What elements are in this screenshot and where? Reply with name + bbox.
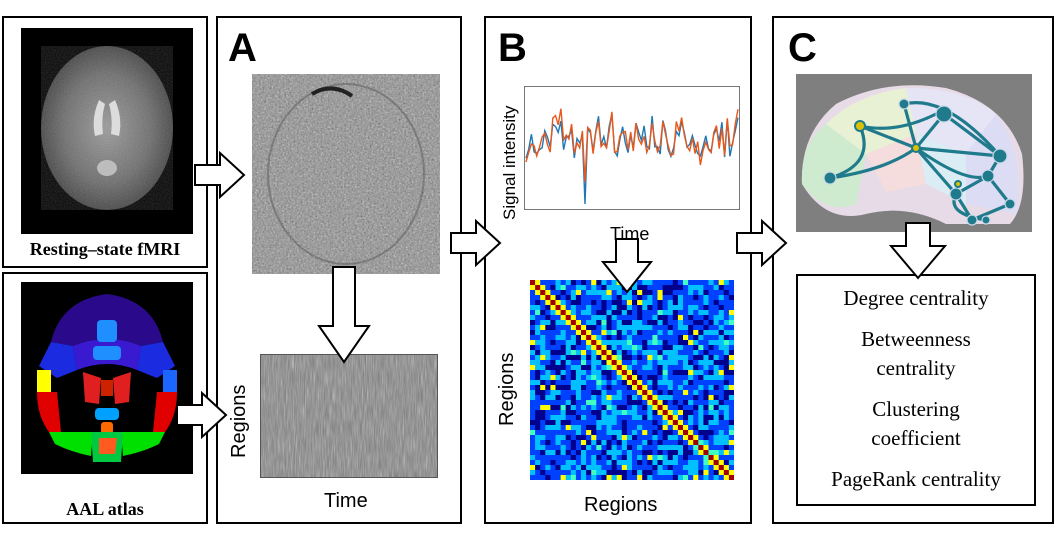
network-node [898, 98, 910, 110]
aal-atlas-image [21, 282, 193, 474]
signal-ylabel: Signal intensity [500, 105, 519, 220]
arrow-c-down [888, 222, 948, 280]
measure-clustering-coefficient: Clustering coefficient [871, 397, 961, 450]
panel-a-xlabel: Time [324, 490, 368, 512]
arrow-a-to-b [450, 218, 502, 268]
signal-series-2 [525, 108, 739, 183]
network-node [981, 215, 991, 225]
connectivity-xlabel: Regions [584, 494, 658, 516]
panel-b-letter: B [498, 26, 527, 70]
measure-degree-centrality: Degree centrality [843, 286, 989, 310]
arrow-b-to-c [736, 218, 788, 268]
atlas-input-panel: AAL atlas [2, 272, 208, 524]
network-node [949, 187, 963, 201]
region-time-matrix [260, 354, 438, 478]
measure-pagerank-centrality: PageRank centrality [831, 467, 1001, 491]
arrow-b-down [600, 238, 654, 294]
signal-timeseries-plot [524, 86, 740, 210]
panel-a-letter: A [228, 26, 257, 70]
connectivity-matrix [530, 280, 734, 480]
network-node [981, 169, 995, 183]
panel-c: C [772, 16, 1054, 524]
network-hub-node [954, 180, 962, 188]
measure-betweenness-centrality: Betweenness centrality [861, 327, 971, 380]
network-node [935, 105, 953, 123]
fmri-brain-image [21, 28, 193, 234]
arrow-a-down [317, 266, 371, 364]
centrality-measures-box: Degree centrality Betweenness centrality… [796, 274, 1036, 506]
panel-c-letter: C [788, 26, 817, 70]
network-node [1004, 198, 1016, 210]
network-node [823, 171, 837, 185]
brain-network-graph [796, 74, 1032, 232]
arrow-atlas-to-matrix [176, 390, 228, 440]
network-hub-node [854, 120, 866, 132]
network-node [992, 148, 1008, 164]
arrow-fmri-to-a [194, 150, 246, 200]
panel-a-ylabel: Regions [228, 384, 250, 458]
network-node [966, 214, 978, 226]
network-hub-node [911, 143, 921, 153]
fmri-input-panel: Resting–state fMRI [2, 16, 208, 268]
atlas-caption: AAL atlas [66, 499, 144, 519]
preprocessed-fmri-image [252, 74, 440, 274]
fmri-caption: Resting–state fMRI [29, 239, 181, 259]
connectivity-ylabel: Regions [496, 352, 518, 426]
